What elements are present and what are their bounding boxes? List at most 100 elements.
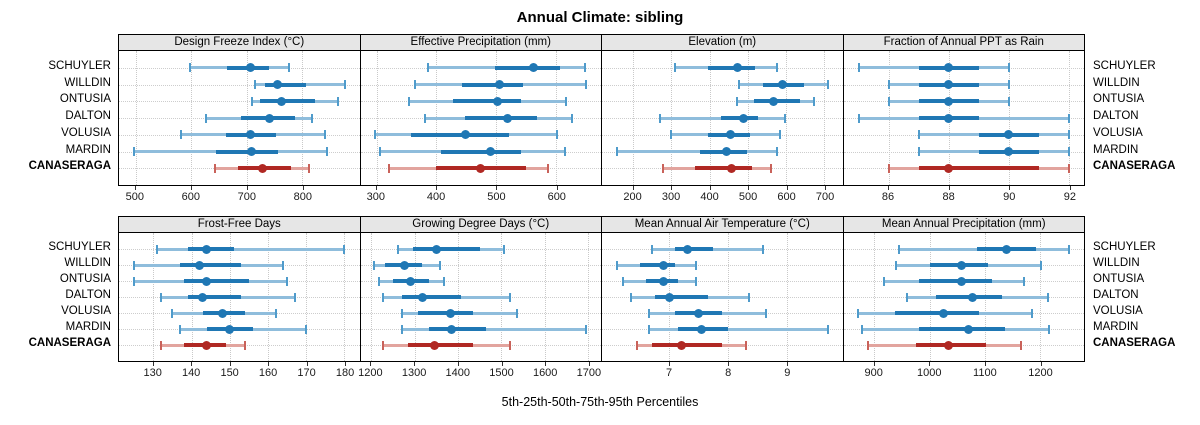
- whisker-cap: [738, 80, 741, 89]
- whisker-cap: [509, 292, 512, 302]
- whisker-cap: [584, 324, 587, 334]
- whisker-cap: [565, 96, 568, 106]
- whisker-cap: [1007, 96, 1010, 106]
- x-tick-label: 90: [1003, 191, 1016, 203]
- whisker-cap: [400, 324, 403, 334]
- median-dot: [245, 63, 255, 73]
- whisker-cap: [1039, 260, 1042, 270]
- row-label: WILLDIN: [1093, 257, 1140, 269]
- h-gridline: [119, 84, 360, 86]
- row-label: CANASERAGA: [1093, 160, 1176, 173]
- whisker-cap: [373, 260, 376, 270]
- whisker-cap: [285, 276, 288, 286]
- row-label-list: SCHUYLER WILLDIN ONTUSIA DALTON VOLUSIA MARDI…: [0, 49, 118, 183]
- whisker-cap: [382, 292, 385, 302]
- median-dot: [202, 340, 212, 350]
- whisker-cap: [860, 324, 863, 334]
- median-dot: [529, 63, 539, 73]
- label-col-spacer: [1085, 216, 1200, 231]
- whisker-cap: [1067, 147, 1070, 156]
- median-dot: [406, 276, 416, 286]
- whisker-cap: [770, 163, 773, 173]
- whisker-cap: [1067, 163, 1070, 173]
- whisker-cap: [282, 260, 285, 270]
- panel-plot-area: [601, 232, 844, 362]
- whisker-cap: [882, 276, 885, 286]
- whisker-cap: [343, 80, 346, 89]
- panel: Mean Annual Air Temperature (°C) 7 8 9: [601, 216, 844, 386]
- panel-plot-area: [842, 50, 1085, 186]
- whisker-line: [648, 327, 828, 331]
- x-tick: [191, 362, 193, 366]
- whisker-cap: [274, 308, 277, 318]
- panel: Elevation (m) 200 300 400 500 600 700: [601, 34, 844, 210]
- median-dot: [721, 147, 731, 156]
- x-tick-label: 200: [623, 191, 642, 203]
- whisker-cap: [778, 130, 781, 140]
- whisker-cap: [615, 260, 618, 270]
- whisker-cap: [379, 147, 382, 156]
- x-tick: [948, 186, 950, 190]
- whisker-line: [157, 247, 345, 251]
- x-tick: [268, 362, 270, 366]
- median-dot: [725, 130, 735, 140]
- x-axis: 130 140 150 160 170 180: [118, 362, 361, 386]
- x-tick: [929, 362, 931, 366]
- whisker-cap: [906, 292, 909, 302]
- x-tick-label: 400: [700, 191, 719, 203]
- x-tick-label: 1400: [445, 367, 471, 379]
- median-dot: [944, 163, 954, 173]
- median-dot: [944, 80, 954, 89]
- panel-plot-area: [118, 50, 361, 186]
- x-tick-label: 8: [725, 367, 732, 379]
- whisker-cap: [898, 244, 901, 254]
- whisker-cap: [585, 80, 588, 89]
- row-labels-left: SCHUYLER WILLDIN ONTUSIA DALTON VOLUSIA MARDI…: [0, 34, 118, 210]
- x-tick: [669, 362, 671, 366]
- panel-plot-area: [118, 232, 361, 362]
- label-col-spacer: [0, 216, 118, 231]
- whisker-cap: [917, 130, 920, 140]
- row-label: VOLUSIA: [1093, 126, 1143, 139]
- median-dot: [445, 308, 455, 318]
- median-dot: [739, 113, 749, 123]
- x-tick: [825, 186, 827, 190]
- median-dot: [1004, 147, 1014, 156]
- whisker-cap: [293, 292, 296, 302]
- x-tick-label: 1200: [1028, 367, 1053, 379]
- iqr-bar: [408, 343, 474, 347]
- whisker-cap: [188, 63, 191, 73]
- median-dot: [432, 244, 442, 254]
- row-label-list: SCHUYLER WILLDIN ONTUSIA DALTON VOLUSIA MARDI…: [0, 231, 118, 359]
- iqr-bar: [183, 279, 249, 283]
- whisker-cap: [254, 80, 257, 89]
- median-dot: [273, 80, 283, 89]
- x-axis: 86 88 90 92: [843, 186, 1086, 210]
- whisker-cap: [159, 292, 162, 302]
- row-label-list: SCHUYLER WILLDIN ONTUSIA DALTON VOLUSIA MARDI…: [1085, 231, 1200, 359]
- row-label: DALTON: [1093, 110, 1139, 122]
- whisker-cap: [337, 96, 340, 106]
- x-tick-label: 600: [547, 191, 566, 203]
- median-dot: [277, 96, 287, 106]
- x-tick: [1040, 362, 1042, 366]
- x-tick-label: 700: [237, 191, 256, 203]
- panel-band-bottom: SCHUYLER WILLDIN ONTUSIA DALTON VOLUSIA MARDI…: [0, 216, 1200, 386]
- whisker-cap: [662, 163, 665, 173]
- h-gridline: [360, 265, 601, 266]
- whisker-cap: [887, 80, 890, 89]
- whisker-cap: [1048, 324, 1051, 334]
- whisker-cap: [776, 147, 779, 156]
- whisker-cap: [615, 147, 618, 156]
- whisker-cap: [515, 308, 518, 318]
- panel: Effective Precipitation (mm) 300 400 500 600: [359, 34, 602, 210]
- x-tick: [545, 362, 547, 366]
- x-tick-label: 800: [293, 191, 312, 203]
- x-tick: [302, 186, 304, 190]
- whisker-cap: [917, 147, 920, 156]
- panel: Frost-Free Days 130 140 150 160 170 180: [118, 216, 361, 386]
- whisker-cap: [1067, 113, 1070, 123]
- whisker-cap: [783, 113, 786, 123]
- x-tick: [501, 362, 503, 366]
- row-label: WILLDIN: [1093, 76, 1140, 89]
